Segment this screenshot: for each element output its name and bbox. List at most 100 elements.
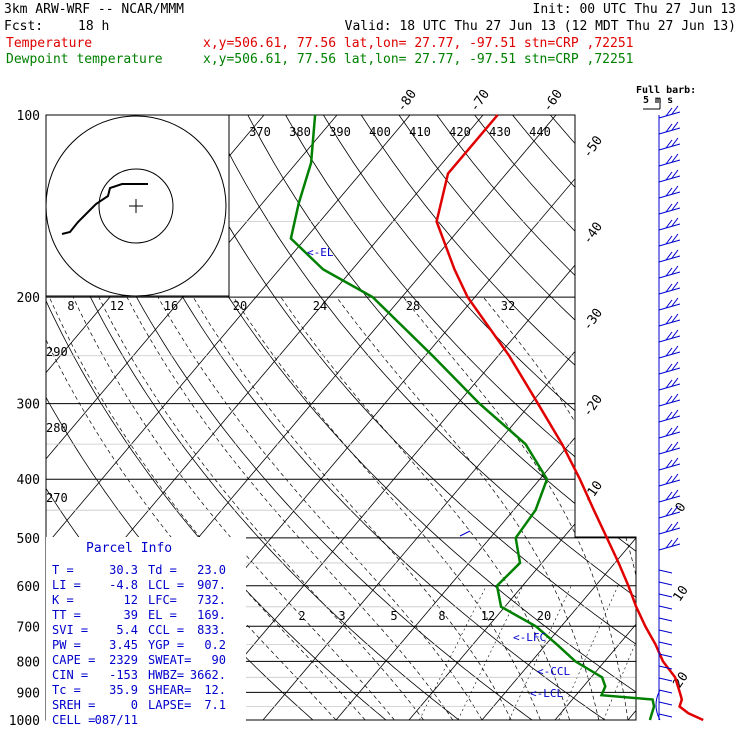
- wind-barb-flag: [665, 459, 673, 469]
- wind-barb-flag: [671, 377, 679, 387]
- wind-barb-flag: [665, 187, 673, 197]
- wind-barb: [658, 207, 681, 215]
- full-barb-units: 5 m s: [643, 95, 673, 106]
- wind-barb: [658, 127, 681, 135]
- lcl-marker: <-LCL: [530, 687, 563, 700]
- wind-barb-flag: [671, 313, 679, 323]
- hodograph-speed-label: 24: [313, 299, 327, 313]
- wind-barb: [658, 383, 681, 391]
- wind-barb-flag: [665, 475, 673, 485]
- wind-barbs: [655, 105, 681, 721]
- theta-tick-label: 290: [46, 345, 68, 359]
- wind-barb: [658, 629, 673, 634]
- mixing-ratio-line: [558, 585, 619, 720]
- dewpoint-legend: Dewpoint temperature: [6, 52, 163, 67]
- parcel-row-value: 30.3: [109, 563, 138, 577]
- wind-barb-flag: [671, 297, 679, 307]
- wind-barb-flag: [671, 329, 679, 339]
- hodograph-outer-ring: [45, 115, 227, 297]
- hodograph-speed-label: 32: [501, 299, 515, 313]
- parcel-row-label: SREH =: [52, 698, 95, 712]
- wind-barb: [658, 677, 673, 682]
- wind-barb-flag: [665, 267, 673, 277]
- hodograph-trace: [61, 183, 148, 235]
- wind-barb: [658, 447, 681, 455]
- wind-barb: [658, 543, 681, 551]
- parcel-row-label: LI =: [52, 578, 81, 592]
- parcel-row-value: 087/11: [95, 713, 138, 727]
- pressure-tick-label: 500: [17, 532, 40, 547]
- wind-barb-flag: [671, 153, 679, 163]
- wind-barb-flag: [671, 457, 679, 467]
- wind-barb-flag: [671, 121, 679, 131]
- pressure-tick-label: 100: [17, 109, 40, 124]
- parcel-row-value: -4.8: [109, 578, 138, 592]
- parcel-info-panel: Parcel Info T = 30.3 Td = 23.0 LI = -4.8 LCL =…: [46, 537, 246, 729]
- dry-adiabat: [587, 115, 636, 720]
- pressure-tick-label: 600: [17, 580, 40, 595]
- mixing-ratio-line: [663, 586, 716, 720]
- parcel-row-value: 833.: [197, 623, 226, 637]
- wind-barb-flag: [671, 281, 679, 291]
- wind-barb-flag: [671, 265, 679, 275]
- parcel-row-value: 169.: [197, 608, 226, 622]
- hodograph-speed-label: 8: [67, 299, 74, 313]
- wind-barb: [658, 111, 681, 119]
- parcel-row-value: 5.4: [116, 623, 138, 637]
- parcel-row-value: 12: [124, 593, 138, 607]
- wind-barb: [658, 303, 681, 311]
- parcel-row-label: LFC=: [148, 593, 177, 607]
- init-time: Init: 00 UTC Thu 27 Jun 13: [533, 2, 737, 17]
- parcel-info-background: [46, 537, 246, 729]
- parcel-row-label: CIN =: [52, 668, 88, 682]
- wind-barb: [658, 159, 681, 167]
- forecast-label: Fcst:: [4, 19, 43, 34]
- mixing-ratio-label: 20: [537, 609, 551, 623]
- parcel-row-value: 2329: [109, 653, 138, 667]
- theta-tick-label: 380: [289, 125, 311, 139]
- parcel-row-value: 90: [212, 653, 226, 667]
- ccl-marker: <-CCL: [537, 665, 570, 678]
- wind-barb-flag: [671, 489, 679, 499]
- wind-barb: [658, 593, 673, 598]
- parcel-row-label: HWBZ=: [148, 668, 184, 682]
- hodograph-speed-label: 28: [406, 299, 420, 313]
- parcel-row-value: -153: [109, 668, 138, 682]
- temperature-tick-label: -10: [580, 478, 606, 506]
- wind-barb-flag: [665, 155, 673, 165]
- wind-barb-flag: [671, 537, 679, 547]
- mixing-ratio-label: 8: [438, 609, 445, 623]
- wind-barb-flag: [671, 249, 679, 259]
- parcel-row-label: K =: [52, 593, 74, 607]
- parcel-row-label: EL =: [148, 608, 177, 622]
- wind-barb: [658, 415, 681, 423]
- wind-barb-flag: [665, 235, 673, 245]
- theta-tick-label: 430: [489, 125, 511, 139]
- wind-barb-flag: [665, 283, 673, 293]
- parcel-row-label: T =: [52, 563, 74, 577]
- moist-adiabat: [403, 296, 629, 720]
- lfc-marker: <-LFC: [513, 631, 546, 644]
- wind-barb: [658, 255, 681, 263]
- dry-adiabat: [58, 115, 551, 720]
- mixing-ratio-label: 3: [338, 609, 345, 623]
- wind-barb: [658, 335, 681, 343]
- parcel-row-label: SWEAT=: [148, 653, 191, 667]
- mixing-ratio-line: [457, 585, 524, 720]
- wind-barb: [658, 701, 673, 706]
- wind-barb: [658, 399, 681, 407]
- parcel-row-value: 0: [131, 698, 138, 712]
- pressure-tick-label: 300: [17, 398, 40, 413]
- pressure-tick-label: 800: [17, 655, 40, 670]
- wind-barb-flag: [671, 137, 679, 147]
- pressure-tick-label: 1000: [9, 714, 40, 729]
- wind-barb: [658, 605, 673, 610]
- parcel-row-label: SVI =: [52, 623, 88, 637]
- wind-barb: [658, 223, 681, 231]
- parcel-row-label: CELL =: [52, 713, 95, 727]
- dry-adiabat: [209, 115, 636, 720]
- isotherm-line: [627, 115, 636, 720]
- wind-barb-flag: [665, 491, 673, 501]
